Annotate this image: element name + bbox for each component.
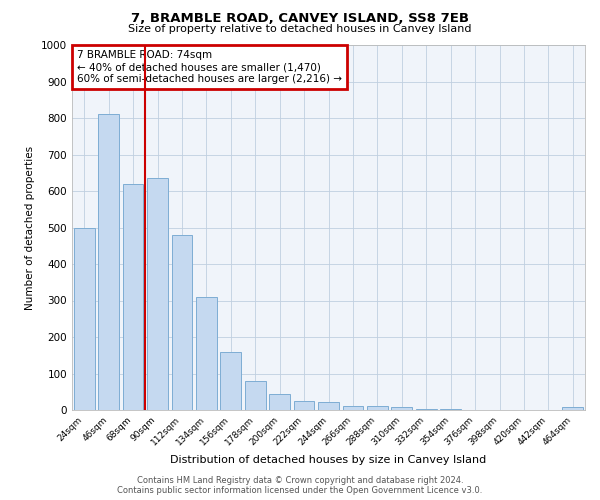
X-axis label: Distribution of detached houses by size in Canvey Island: Distribution of detached houses by size … <box>170 456 487 466</box>
Text: Contains HM Land Registry data © Crown copyright and database right 2024.
Contai: Contains HM Land Registry data © Crown c… <box>118 476 482 495</box>
Bar <box>74 228 95 410</box>
Bar <box>220 352 241 410</box>
Bar <box>562 407 583 410</box>
Text: 7, BRAMBLE ROAD, CANVEY ISLAND, SS8 7EB: 7, BRAMBLE ROAD, CANVEY ISLAND, SS8 7EB <box>131 12 469 26</box>
Bar <box>122 184 143 410</box>
Bar <box>293 401 314 410</box>
Bar <box>391 407 412 410</box>
Bar <box>343 406 364 410</box>
Bar <box>172 235 193 410</box>
Y-axis label: Number of detached properties: Number of detached properties <box>25 146 35 310</box>
Bar <box>318 402 339 410</box>
Bar <box>269 394 290 410</box>
Bar <box>98 114 119 410</box>
Bar <box>245 381 266 410</box>
Text: Size of property relative to detached houses in Canvey Island: Size of property relative to detached ho… <box>128 24 472 34</box>
Bar <box>367 406 388 410</box>
Text: 7 BRAMBLE ROAD: 74sqm
← 40% of detached houses are smaller (1,470)
60% of semi-d: 7 BRAMBLE ROAD: 74sqm ← 40% of detached … <box>77 50 342 84</box>
Bar <box>147 178 168 410</box>
Bar <box>196 297 217 410</box>
